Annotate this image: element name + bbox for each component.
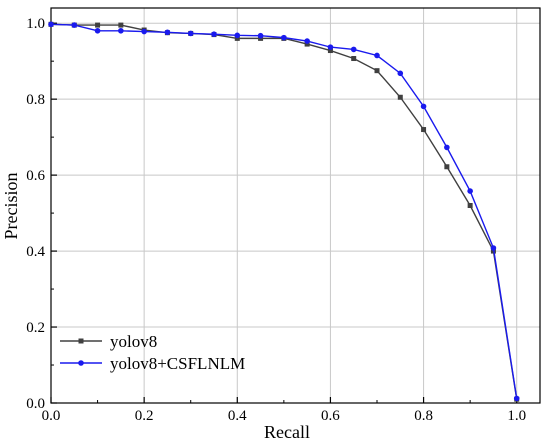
plot-area-frame (50, 7, 541, 404)
x-tick-label: 0.6 (321, 408, 340, 424)
x-axis-title: Recall (264, 422, 310, 442)
axis-ticks: 0.0 0.2 0.4 0.6 0.8 1.0 0.0 0.2 0.4 0.6 0.8 1.0 (26, 16, 526, 424)
y-tick-label: 1.0 (26, 16, 45, 32)
x-tick-label: 0.4 (228, 408, 247, 424)
data-point (257, 32, 264, 39)
x-tick-label: 0.2 (135, 408, 154, 424)
data-point (94, 27, 101, 34)
x-tick-label: 0.8 (414, 408, 433, 424)
series-group (48, 21, 520, 402)
data-point (421, 127, 427, 133)
data-point (141, 28, 147, 35)
data-point (164, 29, 171, 36)
data-point (71, 22, 78, 28)
data-point (234, 35, 240, 41)
data-point (420, 103, 427, 110)
data-point (95, 22, 101, 28)
legend-label: yolov8 (110, 332, 157, 351)
data-point (467, 203, 473, 208)
data-point (48, 21, 54, 28)
y-tick-label: 0.2 (26, 320, 45, 336)
y-tick-label: 0.8 (26, 92, 45, 108)
data-point (118, 27, 124, 34)
legend: yolov8 yolov8+CSFLNLM (60, 332, 245, 373)
x-tick-label: 0.0 (42, 408, 61, 424)
legend-swatch-marker (78, 360, 84, 366)
data-point (281, 34, 287, 41)
data-point (118, 22, 124, 28)
data-point (350, 46, 357, 53)
data-point (467, 188, 473, 194)
y-tick-label: 0.0 (26, 396, 45, 412)
y-tick-label: 0.4 (26, 244, 45, 260)
data-point (187, 30, 194, 37)
x-tick-label: 1.0 (507, 408, 526, 424)
data-point (327, 44, 334, 50)
data-point (304, 41, 310, 47)
series-yolov8-csflnlm (48, 21, 520, 402)
legend-label: yolov8+CSFLNLM (110, 354, 245, 373)
data-point (490, 245, 497, 251)
y-axis-title: Precision (1, 173, 21, 240)
data-point (444, 144, 450, 151)
data-point (444, 164, 450, 170)
data-point (513, 395, 520, 402)
data-point (374, 52, 380, 59)
data-point (327, 48, 333, 54)
data-point (374, 68, 380, 74)
data-point (234, 32, 241, 39)
data-point (397, 94, 403, 100)
data-point (351, 56, 357, 62)
data-point (397, 70, 404, 77)
data-point (304, 38, 310, 44)
legend-swatch-marker (78, 338, 84, 344)
y-tick-label: 0.6 (26, 168, 45, 184)
data-point (211, 31, 217, 38)
